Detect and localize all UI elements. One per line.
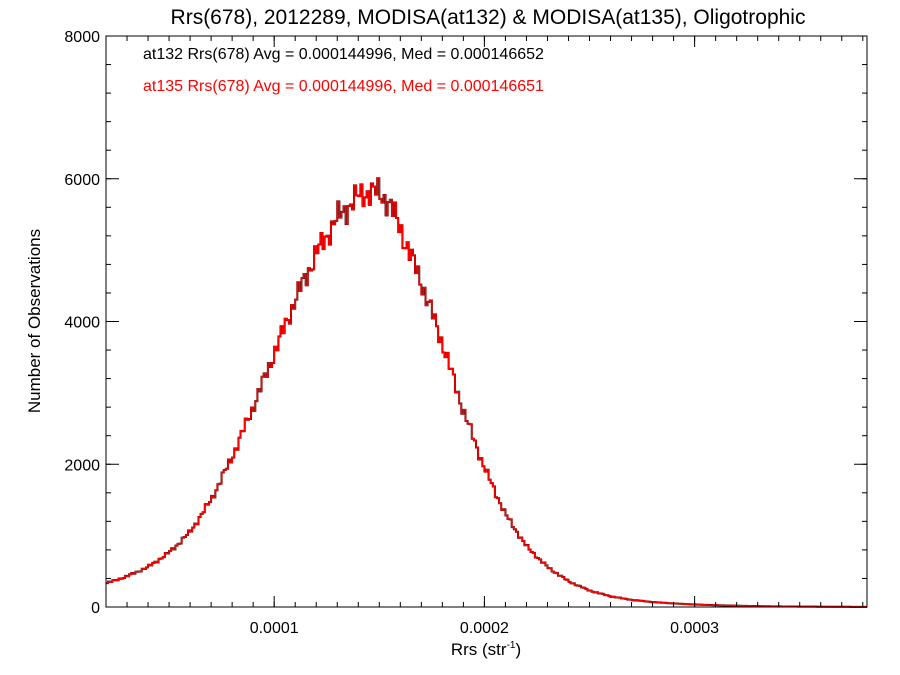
x-tick-label: 0.0001 [250,620,299,637]
legend-entry-at132: at132 Rrs(678) Avg = 0.000144996, Med = … [143,46,544,63]
legend-entry-at135: at135 Rrs(678) Avg = 0.000144996, Med = … [143,78,544,95]
ticks-layer: 0.0001 0.0002 0.0003 0 2000 4000 6000 8000 [64,29,867,637]
y-tick-label: 8000 [64,29,100,46]
chart-title: Rrs(678), 2012289, MODISA(at132) & MODIS… [171,6,806,29]
x-axis-label: Rrs (str-1) [451,640,521,659]
plot-frame [105,35,868,608]
x-axis-label-text: Rrs (str [451,640,507,659]
y-axis-label: Number of Observations [25,229,44,413]
y-tick-label: 2000 [64,457,100,474]
y-tick-label: 0 [91,600,100,617]
y-tick-label: 4000 [64,315,100,332]
x-axis-label-suffix: ) [515,640,521,659]
x-tick-label: 0.0002 [460,620,509,637]
series-line-at132 [106,177,867,608]
series-line-at135 [106,177,867,608]
x-axis-label-superscript: -1 [507,640,516,651]
series-layer [106,177,867,608]
y-tick-label: 6000 [64,172,100,189]
x-tick-label: 0.0003 [670,620,719,637]
